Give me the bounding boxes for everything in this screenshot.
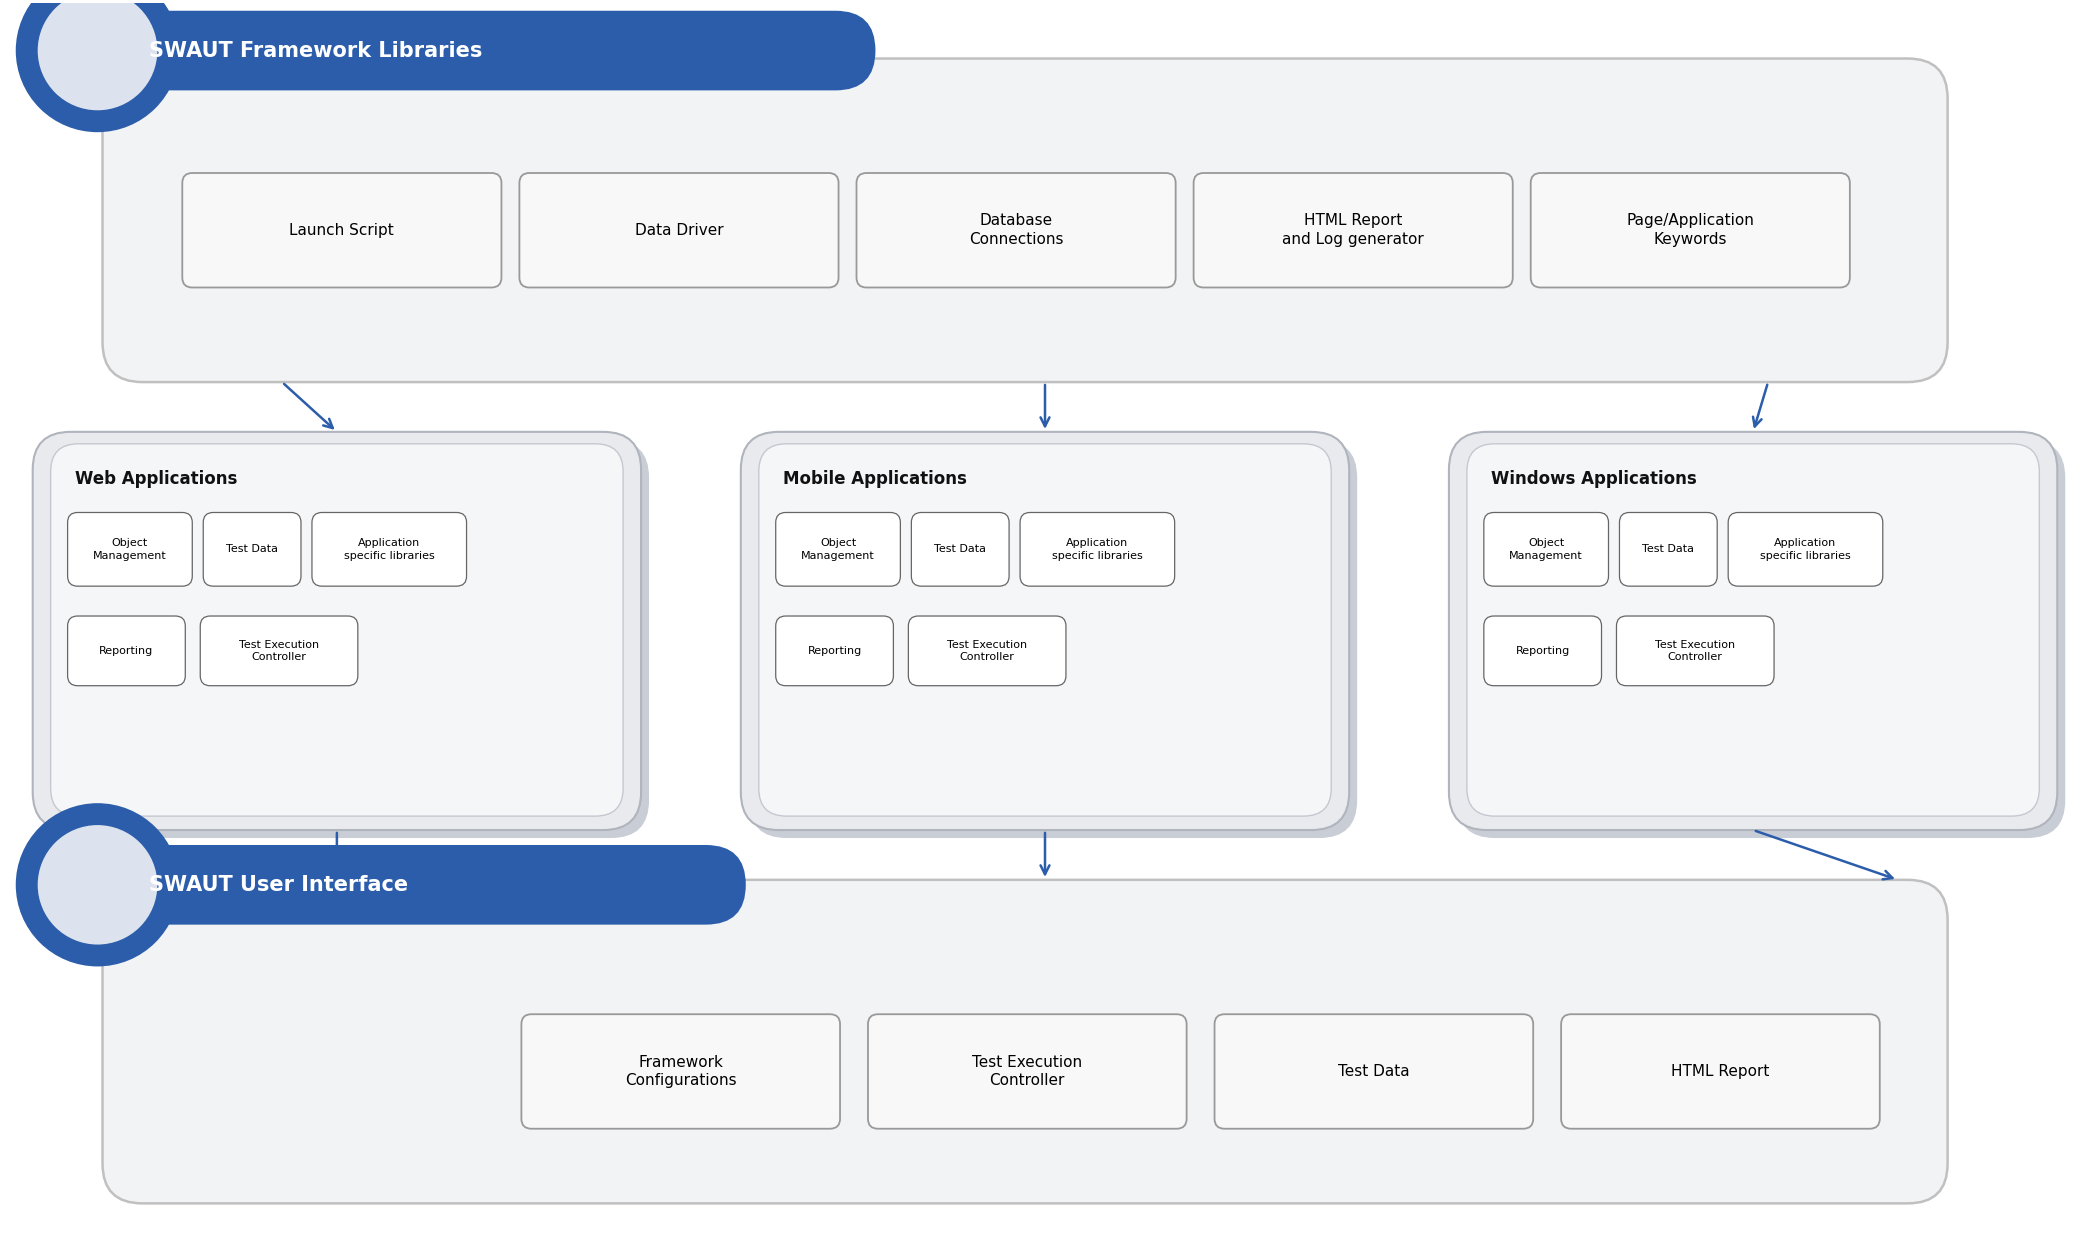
FancyBboxPatch shape: [1214, 1014, 1534, 1129]
Text: Database
Connections: Database Connections: [970, 213, 1064, 247]
Text: Launch Script: Launch Script: [291, 222, 395, 238]
FancyBboxPatch shape: [520, 1014, 840, 1129]
Text: Data Driver: Data Driver: [635, 222, 723, 238]
Text: Test Data: Test Data: [226, 545, 278, 555]
Text: Test Execution
Controller: Test Execution Controller: [947, 639, 1026, 661]
Circle shape: [38, 0, 157, 110]
FancyBboxPatch shape: [1457, 439, 2065, 838]
FancyBboxPatch shape: [33, 432, 642, 830]
FancyBboxPatch shape: [740, 432, 1350, 830]
Text: Reporting: Reporting: [807, 645, 861, 655]
FancyBboxPatch shape: [67, 616, 186, 686]
FancyBboxPatch shape: [1020, 513, 1175, 586]
FancyBboxPatch shape: [1620, 513, 1718, 586]
FancyBboxPatch shape: [1616, 616, 1774, 686]
Text: Application
specific libraries: Application specific libraries: [1051, 539, 1143, 561]
FancyBboxPatch shape: [775, 513, 901, 586]
Text: SWAUT User Interface: SWAUT User Interface: [148, 875, 408, 895]
FancyBboxPatch shape: [102, 58, 1948, 382]
FancyBboxPatch shape: [182, 172, 502, 288]
Text: SWAUT Framework Libraries: SWAUT Framework Libraries: [148, 41, 483, 61]
FancyBboxPatch shape: [775, 616, 892, 686]
Text: Test Data: Test Data: [1338, 1064, 1409, 1078]
Text: Reporting: Reporting: [100, 645, 153, 655]
FancyBboxPatch shape: [1484, 513, 1609, 586]
FancyBboxPatch shape: [520, 172, 838, 288]
FancyBboxPatch shape: [1561, 1014, 1879, 1129]
FancyBboxPatch shape: [1193, 172, 1513, 288]
FancyBboxPatch shape: [1467, 444, 2040, 817]
FancyBboxPatch shape: [857, 172, 1177, 288]
Text: Object
Management: Object Management: [94, 539, 167, 561]
FancyBboxPatch shape: [98, 845, 746, 925]
FancyBboxPatch shape: [1448, 432, 2057, 830]
Text: HTML Report: HTML Report: [1672, 1064, 1770, 1078]
FancyBboxPatch shape: [867, 1014, 1187, 1129]
FancyBboxPatch shape: [759, 444, 1331, 817]
Circle shape: [17, 0, 180, 133]
Text: Windows Applications: Windows Applications: [1490, 469, 1697, 488]
Text: Application
specific libraries: Application specific libraries: [345, 539, 435, 561]
Text: Test Execution
Controller: Test Execution Controller: [1655, 639, 1735, 661]
FancyBboxPatch shape: [311, 513, 466, 586]
FancyBboxPatch shape: [98, 11, 876, 91]
FancyBboxPatch shape: [1484, 616, 1601, 686]
Circle shape: [38, 825, 157, 944]
Text: Application
specific libraries: Application specific libraries: [1760, 539, 1852, 561]
FancyBboxPatch shape: [50, 444, 623, 817]
Text: Test Execution
Controller: Test Execution Controller: [238, 639, 320, 661]
Text: Object
Management: Object Management: [800, 539, 876, 561]
FancyBboxPatch shape: [911, 513, 1009, 586]
FancyBboxPatch shape: [203, 513, 301, 586]
FancyBboxPatch shape: [909, 616, 1066, 686]
FancyBboxPatch shape: [102, 880, 1948, 1204]
Text: Mobile Applications: Mobile Applications: [782, 469, 966, 488]
FancyBboxPatch shape: [1728, 513, 1883, 586]
Text: Test Data: Test Data: [934, 545, 986, 555]
FancyBboxPatch shape: [748, 439, 1356, 838]
Text: Test Execution
Controller: Test Execution Controller: [972, 1055, 1083, 1088]
FancyBboxPatch shape: [40, 439, 650, 838]
FancyBboxPatch shape: [67, 513, 192, 586]
Text: Framework
Configurations: Framework Configurations: [625, 1055, 736, 1088]
Text: Page/Application
Keywords: Page/Application Keywords: [1626, 213, 1754, 247]
FancyBboxPatch shape: [1530, 172, 1850, 288]
Circle shape: [17, 803, 180, 967]
FancyBboxPatch shape: [201, 616, 357, 686]
Text: Test Data: Test Data: [1643, 545, 1695, 555]
Text: Object
Management: Object Management: [1509, 539, 1582, 561]
Text: Web Applications: Web Applications: [75, 469, 236, 488]
Text: Reporting: Reporting: [1515, 645, 1570, 655]
Text: HTML Report
and Log generator: HTML Report and Log generator: [1283, 213, 1423, 247]
